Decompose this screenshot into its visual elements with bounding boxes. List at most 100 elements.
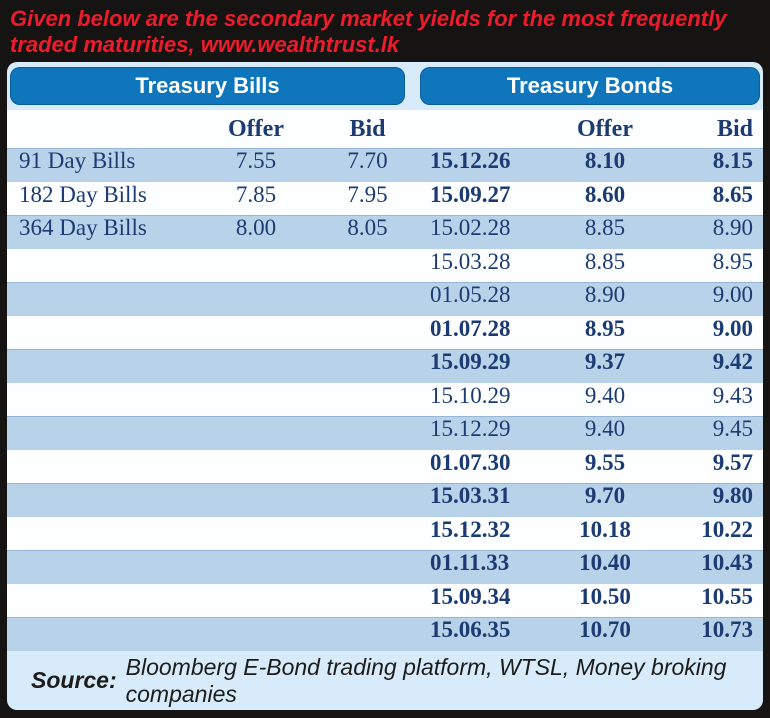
bill-maturity-cell (7, 517, 197, 551)
bond-offer-cell: 8.10 (584, 148, 626, 173)
bill-offer-cell (197, 383, 315, 417)
bond-maturity-cell: 01.05.28 (430, 282, 511, 307)
table-row: 15.09.34 10.50 10.55 (7, 583, 763, 618)
bill-bid-cell (315, 349, 420, 383)
bill-maturity-cell (7, 450, 197, 484)
bill-bid-cell (315, 416, 420, 450)
bond-bid-cell: 10.43 (701, 550, 753, 575)
bond-bid-cell: 9.43 (712, 382, 753, 408)
table-row: 15.03.31 9.70 9.80 (7, 483, 763, 517)
bond-maturity-cell: 01.11.33 (430, 550, 510, 575)
bills-offer-header: Offer (228, 116, 284, 142)
source-label: Source: (31, 667, 117, 693)
table-row: 01.05.28 8.90 9.00 (7, 282, 763, 316)
table-row: 182 Day Bills 7.85 7.95 15.09.27 8.60 8.65 (7, 181, 763, 215)
table-row: 15.12.32 10.18 10.22 (7, 516, 763, 551)
bond-maturity-cell: 15.10.29 (430, 382, 511, 408)
bond-bid-cell: 10.22 (701, 516, 753, 542)
bill-offer-cell (197, 617, 315, 651)
bill-bid-cell (315, 584, 420, 618)
bill-maturity-cell (7, 483, 197, 517)
treasury-bills-header: Treasury Bills (10, 67, 405, 105)
bill-offer-cell (197, 416, 315, 450)
bond-maturity-cell: 15.12.32 (430, 516, 511, 542)
bill-offer-cell (197, 517, 315, 551)
bond-maturity-cell: 15.09.29 (430, 349, 511, 374)
bond-bid-cell: 9.45 (712, 416, 753, 441)
bond-maturity-cell: 15.03.28 (430, 248, 511, 274)
bill-offer-cell (197, 249, 315, 283)
bond-bid-cell: 8.15 (712, 148, 753, 173)
bill-bid-cell: 7.70 (347, 148, 388, 173)
bond-offer-cell: 9.40 (584, 416, 626, 441)
bond-bid-cell: 10.55 (701, 583, 753, 609)
bonds-bid-header: Bid (716, 116, 753, 142)
rates-table: 91 Day Bills 7.55 7.70 15.12.26 8.10 8.15 182 … (7, 148, 763, 651)
bill-offer-cell (197, 483, 315, 517)
bill-bid-cell (315, 617, 420, 651)
bond-offer-cell: 10.40 (579, 550, 631, 575)
bond-offer-cell: 9.55 (584, 449, 626, 475)
bill-maturity-cell (7, 416, 197, 450)
bill-offer-cell (197, 349, 315, 383)
bond-offer-cell: 9.70 (584, 483, 626, 508)
bill-bid-cell: 8.05 (347, 215, 388, 240)
bond-bid-cell: 8.95 (712, 248, 753, 274)
bill-offer-cell: 8.00 (235, 215, 277, 240)
bill-maturity-cell: 364 Day Bills (19, 215, 147, 240)
bond-offer-cell: 8.60 (584, 181, 626, 207)
bill-maturity-cell: 91 Day Bills (19, 148, 136, 173)
source-text: Bloomberg E-Bond trading platform, WTSL,… (125, 653, 727, 707)
table-row: 15.03.28 8.85 8.95 (7, 248, 763, 283)
bond-offer-cell: 8.95 (584, 315, 626, 341)
table-row: 01.11.33 10.40 10.43 (7, 550, 763, 584)
bill-bid-cell (315, 517, 420, 551)
bill-bid-cell (315, 483, 420, 517)
bond-offer-cell: 9.37 (584, 349, 626, 374)
bill-bid-cell (315, 249, 420, 283)
bill-bid-cell: 7.95 (347, 181, 388, 207)
bond-bid-cell: 9.00 (712, 282, 753, 307)
bond-bid-cell: 10.73 (701, 617, 753, 642)
bill-bid-cell (315, 282, 420, 316)
bill-maturity-cell (7, 349, 197, 383)
bill-offer-cell (197, 550, 315, 584)
bill-maturity-cell (7, 316, 197, 350)
bond-offer-cell: 10.70 (579, 617, 631, 642)
bond-maturity-cell: 15.12.26 (430, 148, 511, 173)
bill-maturity-cell (7, 617, 197, 651)
bill-maturity-cell (7, 584, 197, 618)
bond-offer-cell: 8.90 (584, 282, 626, 307)
bill-maturity-cell (7, 550, 197, 584)
bond-offer-cell: 8.85 (584, 248, 626, 274)
bond-bid-cell: 9.80 (712, 483, 753, 508)
bonds-offer-header: Offer (577, 116, 633, 142)
bond-bid-cell: 8.65 (712, 181, 753, 207)
headline-line1: Given below are the secondary market yie… (10, 6, 727, 31)
bond-offer-cell: 8.85 (584, 215, 626, 240)
bill-offer-cell: 7.55 (235, 148, 277, 173)
bill-offer-cell (197, 316, 315, 350)
table-row: 364 Day Bills 8.00 8.05 15.02.28 8.85 8.90 (7, 215, 763, 249)
headline: Given below are the secondary market yie… (0, 0, 770, 62)
bond-bid-cell: 9.57 (712, 449, 753, 475)
bonds-maturity-header-spacer (420, 110, 550, 148)
table-row: 15.10.29 9.40 9.43 (7, 382, 763, 417)
table-row: 01.07.28 8.95 9.00 (7, 315, 763, 350)
bond-maturity-cell: 15.09.34 (430, 583, 511, 609)
rates-panel: Treasury Bills Treasury Bonds Offer Bid … (7, 62, 763, 710)
bond-bid-cell: 8.90 (712, 215, 753, 240)
bill-bid-cell (315, 316, 420, 350)
treasury-bonds-header: Treasury Bonds (420, 67, 760, 105)
table-row: 15.06.35 10.70 10.73 (7, 617, 763, 651)
bond-offer-cell: 10.50 (579, 583, 631, 609)
table-row: 01.07.30 9.55 9.57 (7, 449, 763, 484)
bond-maturity-cell: 01.07.30 (430, 449, 511, 475)
bill-bid-cell (315, 383, 420, 417)
column-header-row: Offer Bid Offer Bid (7, 110, 763, 148)
bond-bid-cell: 9.00 (712, 315, 753, 341)
source-line: Source: Bloomberg E-Bond trading platfor… (7, 651, 763, 710)
bill-offer-cell: 7.85 (235, 181, 277, 207)
bill-maturity-cell (7, 282, 197, 316)
